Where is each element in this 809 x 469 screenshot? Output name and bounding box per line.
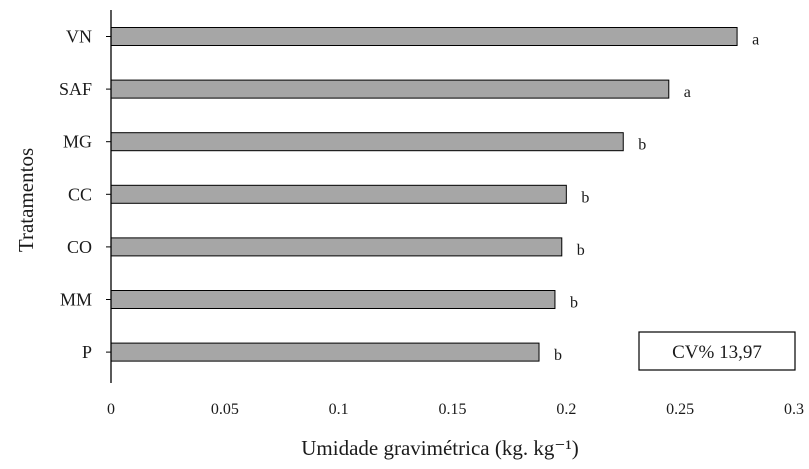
bar-saf <box>110 79 670 99</box>
bars-layer <box>110 27 738 362</box>
x-axis-title: Umidade gravimétrica (kg. kg⁻¹) <box>301 436 578 460</box>
category-label-saf: SAF <box>59 79 92 99</box>
significance-letter-saf: a <box>684 84 691 101</box>
category-label-mg: MG <box>63 132 92 152</box>
x-tick-label: 0 <box>107 401 115 418</box>
significance-letter-p: b <box>554 347 562 364</box>
bar-co <box>110 237 563 257</box>
category-label-vn: VN <box>66 27 92 47</box>
category-label-co: CO <box>67 237 92 257</box>
bar-mg <box>110 132 624 152</box>
bar-p <box>110 342 540 362</box>
x-tick-label: 0.3 <box>784 401 804 418</box>
category-label-p: P <box>82 342 92 362</box>
x-tick-label: 0.15 <box>439 401 467 418</box>
axis-layer <box>106 10 112 383</box>
x-tick-label: 0.25 <box>666 401 694 418</box>
x-tick-label: 0.1 <box>329 401 349 418</box>
significance-letter-cc: b <box>581 189 589 206</box>
significance-letter-co: b <box>577 242 585 259</box>
significance-letter-mm: b <box>570 295 578 312</box>
x-tick-label: 0.2 <box>556 401 576 418</box>
cv-annotation-box: CV% 13,97 <box>638 331 796 371</box>
bar-cc <box>110 184 567 204</box>
cv-annotation-text: CV% 13,97 <box>672 342 762 363</box>
labels-layer: 0 0.05 0.1 0.15 0.2 0.25 0.3 VN a SAF a MG b CC b CO b MM… <box>59 27 804 419</box>
significance-letter-vn: a <box>752 32 759 49</box>
category-label-mm: MM <box>60 290 92 310</box>
x-tick-label: 0.05 <box>211 401 239 418</box>
bar-mm <box>110 290 556 309</box>
y-axis-title: Tratamentos <box>14 148 38 252</box>
category-label-cc: CC <box>68 184 92 204</box>
bar-vn <box>110 27 738 46</box>
significance-letter-mg: b <box>638 137 646 154</box>
